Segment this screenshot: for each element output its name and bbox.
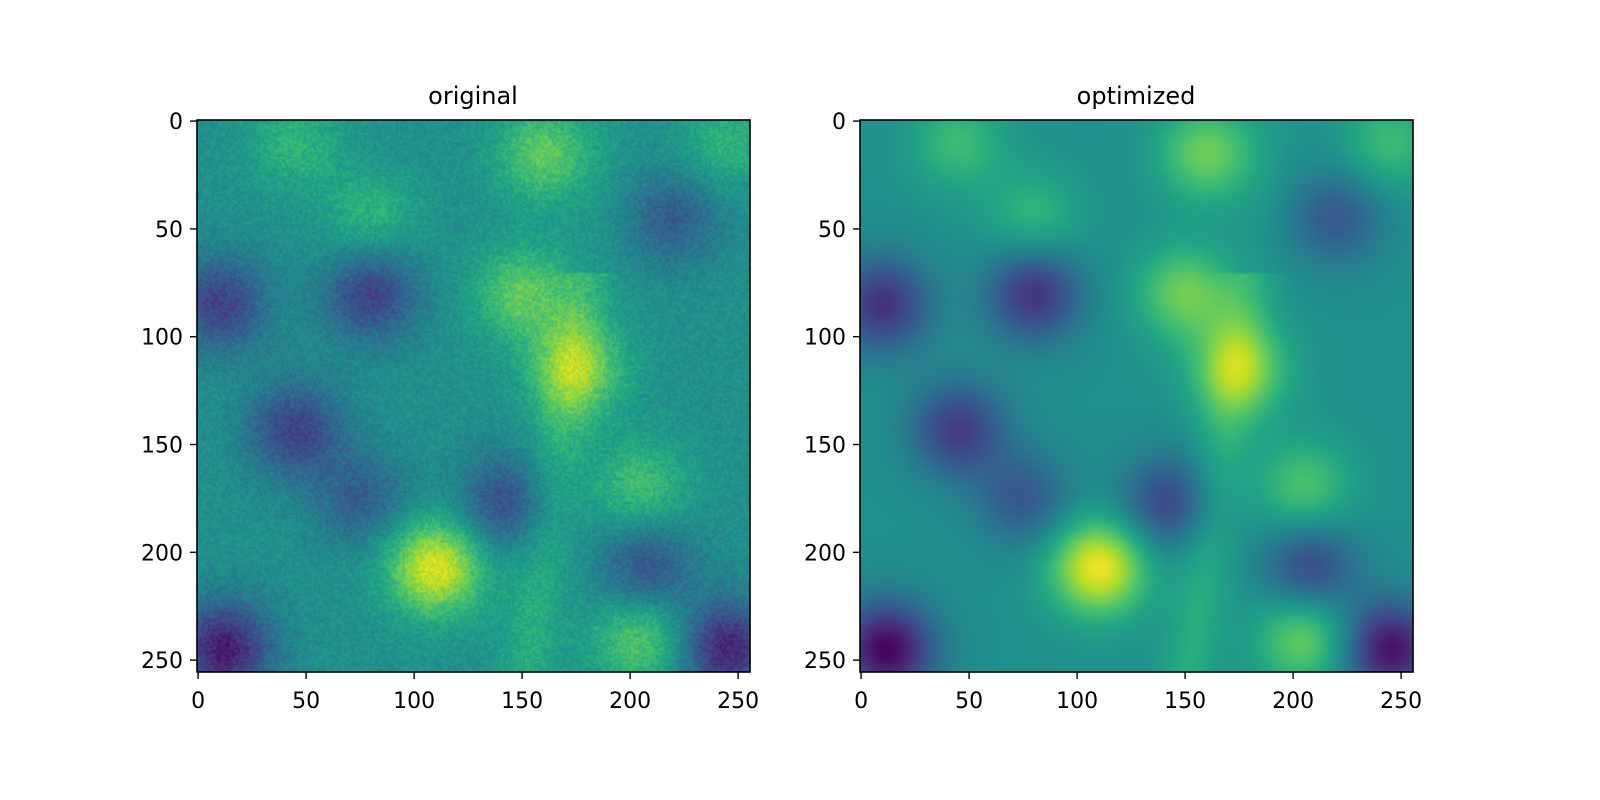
subplot-optimized: optimized 0 50 100 150 200 250 0 50 100 150 200 25… bbox=[804, 82, 1422, 714]
axes-frame bbox=[859, 119, 1414, 673]
x-axis: 0 50 100 150 200 250 bbox=[854, 672, 1422, 714]
y-tick-label: 0 bbox=[832, 110, 846, 135]
heatmap-image bbox=[197, 120, 750, 672]
y-axis: 0 50 100 150 200 250 bbox=[804, 110, 860, 674]
y-tick-label: 200 bbox=[804, 541, 846, 566]
x-tick-label: 200 bbox=[1272, 689, 1314, 714]
x-tick-label: 150 bbox=[1164, 689, 1206, 714]
subplot-original: original 0 50 100 150 200 250 0 50 100 150 200 250 bbox=[141, 82, 759, 714]
y-tick-label: 250 bbox=[141, 649, 183, 674]
axes-frame bbox=[196, 119, 751, 673]
y-tick-label: 150 bbox=[141, 434, 183, 459]
y-tick-label: 50 bbox=[818, 218, 846, 243]
x-tick-label: 50 bbox=[955, 689, 983, 714]
heatmap-image bbox=[860, 120, 1413, 672]
x-axis: 0 50 100 150 200 250 bbox=[191, 672, 759, 714]
y-axis: 0 50 100 150 200 250 bbox=[141, 110, 197, 674]
y-tick-label: 150 bbox=[804, 434, 846, 459]
y-tick-label: 250 bbox=[804, 649, 846, 674]
x-tick-label: 100 bbox=[393, 689, 435, 714]
x-tick-label: 200 bbox=[609, 689, 651, 714]
x-tick-label: 100 bbox=[1056, 689, 1098, 714]
x-tick-label: 250 bbox=[1380, 689, 1422, 714]
x-tick-label: 0 bbox=[854, 689, 868, 714]
x-tick-label: 250 bbox=[717, 689, 759, 714]
x-tick-label: 50 bbox=[292, 689, 320, 714]
y-tick-label: 50 bbox=[155, 218, 183, 243]
y-tick-label: 200 bbox=[141, 541, 183, 566]
x-tick-label: 0 bbox=[191, 689, 205, 714]
x-tick-label: 150 bbox=[501, 689, 543, 714]
subplot-title: original bbox=[428, 82, 518, 110]
subplot-title: optimized bbox=[1077, 82, 1196, 110]
y-tick-label: 0 bbox=[169, 110, 183, 135]
y-tick-label: 100 bbox=[804, 326, 846, 351]
y-tick-label: 100 bbox=[141, 326, 183, 351]
